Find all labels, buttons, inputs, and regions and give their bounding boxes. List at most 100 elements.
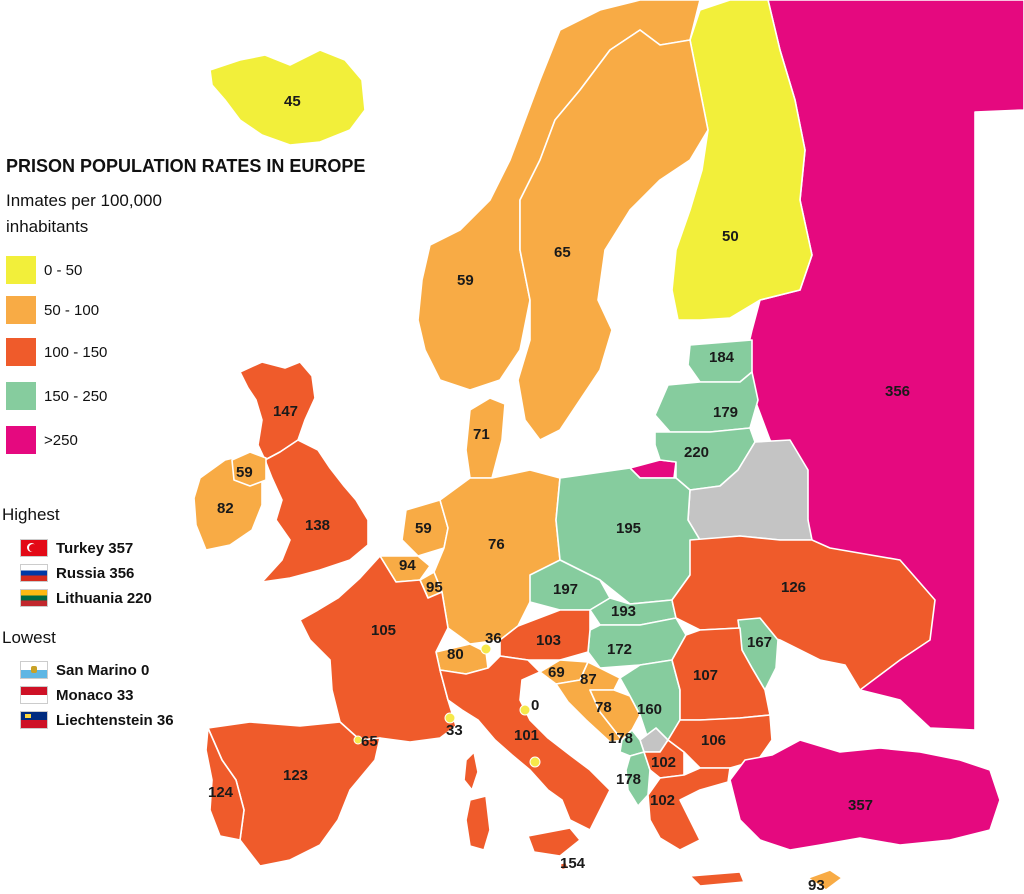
label-monaco: 33 [446,722,463,739]
legend-swatch-2 [6,338,36,366]
label-ukraine: 126 [781,579,806,596]
label-ireland: 82 [217,500,234,517]
legend-subtitle: Inmates per 100,000 inhabitants [6,191,162,236]
russia-flag-icon [20,564,48,582]
lowest-item-liechtenstein: Liechtenstein 36 [20,710,174,730]
lowest-title: Lowest [2,628,56,647]
label-moldova: 167 [747,634,772,651]
label-bulgaria: 106 [701,732,726,749]
region-denmark [465,397,506,479]
monaco-flag-icon [20,686,48,704]
label-italy: 101 [514,727,539,744]
lowest-item-monaco: Monaco 33 [20,685,134,705]
dot-andorra [353,735,363,745]
region-northern-ireland [231,451,267,487]
label-slovakia: 193 [611,603,636,620]
region-north-macedonia [643,739,685,779]
label-luxembourg: 95 [426,579,443,596]
label-poland: 195 [616,520,641,537]
label-estonia: 184 [709,349,735,366]
label-belgium: 94 [399,557,416,574]
lowest-text-liechtenstein: Liechtenstein 36 [56,711,174,729]
label-finland: 50 [722,228,739,245]
label-albania: 178 [616,771,641,788]
label-turkey: 357 [848,797,873,814]
region-greece [647,767,731,851]
region-ukraine [671,535,936,691]
label-hungary: 172 [607,641,632,658]
label-austria: 103 [536,632,561,649]
region-france [299,555,457,743]
legend-row-4: >250 [6,426,78,454]
legend-swatch-1 [6,296,36,324]
label-cyprus: 93 [808,877,825,894]
highest-item-turkey: Turkey 357 [20,538,133,558]
legend-label-3: 150 - 250 [44,387,108,405]
legend-label-1: 50 - 100 [44,301,100,319]
liechtenstein-flag-icon [20,711,48,729]
region-england-wales [261,439,369,583]
label-san-marino: 0 [531,697,539,714]
region-sicily [527,827,581,857]
region-malta [559,861,569,871]
label-romania: 107 [693,667,718,684]
highest-text-russia: Russia 356 [56,564,135,582]
legend-row-1: 50 - 100 [6,296,99,324]
label-denmark: 71 [473,426,490,443]
legend-swatch-4 [6,426,36,454]
highest-title: Highest [2,505,60,524]
lowest-text-monaco: Monaco 33 [56,686,134,704]
region-portugal [205,727,245,841]
label-montenegro: 178 [608,730,633,747]
highest-text-turkey: Turkey 357 [56,539,134,557]
label-russia: 356 [885,383,910,400]
label-netherlands: 59 [415,520,432,537]
region-bosnia [589,689,641,741]
legend-label-2: 100 - 150 [44,343,108,361]
highest-item-lithuania: Lithuania 220 [20,588,152,608]
label-north-macedonia: 102 [651,754,676,771]
label-northern-ireland: 59 [236,464,253,481]
dot-liechtenstein [480,643,492,655]
label-malta: 154 [560,855,586,872]
region-crete [689,871,745,887]
region-latvia [654,371,759,433]
label-greece: 102 [650,792,675,809]
region-turkey [729,739,1001,851]
label-croatia: 87 [580,671,597,688]
legend-label-4: >250 [44,431,78,449]
legend-swatch-3 [6,382,36,410]
label-latvia: 179 [713,404,738,421]
turkey-flag-icon [20,539,48,557]
label-lithuania: 220 [684,444,709,461]
region-corsica [463,751,479,791]
legend-row-2: 100 - 150 [6,338,107,366]
region-italy [439,655,611,831]
dot-san-marino [519,704,531,716]
label-england: 138 [305,517,330,534]
region-iceland [209,49,366,146]
legend-row-0: 0 - 50 [6,256,82,284]
lithuania-flag-icon [20,589,48,607]
highest-item-russia: Russia 356 [20,563,134,583]
legend-label-0: 0 - 50 [44,261,83,279]
label-switzerland: 80 [447,646,464,663]
region-finland [671,0,813,321]
label-portugal: 124 [208,784,234,801]
region-germany [433,469,561,645]
lowest-text-san-marino: San Marino 0 [56,661,150,679]
region-sardinia [465,795,491,851]
label-slovenia: 69 [548,664,565,681]
lowest-item-san-marino: San Marino 0 [20,660,149,680]
label-sweden: 65 [554,244,571,261]
region-sweden [517,29,709,441]
legend-swatch-0 [6,256,36,284]
highest-text-lithuania: Lithuania 220 [56,589,152,607]
label-iceland: 45 [284,93,301,110]
label-serbia: 160 [637,701,662,718]
region-cyprus [807,869,843,891]
legend-row-3: 150 - 250 [6,382,107,410]
san-marino-flag-icon [20,661,48,679]
label-scotland: 147 [273,403,298,420]
